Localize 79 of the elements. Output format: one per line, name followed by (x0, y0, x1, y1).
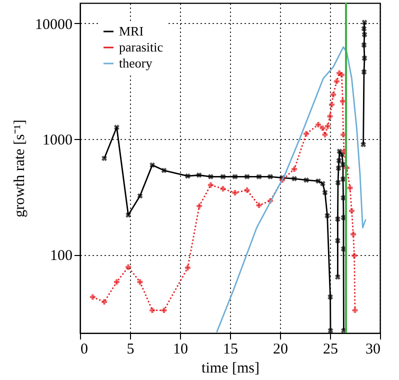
x-tick-label: 25 (323, 342, 338, 358)
legend-label: theory (119, 56, 153, 70)
point (292, 166, 298, 172)
point (208, 174, 214, 180)
legend-label: MRI (119, 24, 144, 38)
point (327, 114, 333, 120)
point (114, 279, 120, 285)
point (334, 216, 340, 222)
point (90, 294, 96, 300)
point (196, 172, 202, 178)
point (336, 165, 342, 171)
y-tick-label: 1000 (42, 132, 72, 148)
y-axis-title: growth rate [s⁻¹] (12, 120, 28, 218)
line-series (216, 46, 366, 333)
point (334, 78, 340, 84)
point (328, 328, 334, 333)
point (316, 178, 322, 184)
point (150, 162, 156, 168)
point (322, 132, 328, 138)
point (334, 274, 340, 280)
point (161, 168, 167, 174)
point (362, 32, 368, 38)
point (256, 202, 262, 208)
point (196, 203, 202, 209)
point (208, 182, 214, 188)
point (244, 187, 250, 193)
point (340, 98, 346, 104)
x-tick-label: 10 (173, 342, 188, 358)
x-tick-label: 0 (80, 342, 88, 358)
point (220, 174, 226, 180)
point (352, 308, 358, 314)
point (334, 238, 340, 244)
y-tick-label: 100 (50, 248, 72, 264)
point (320, 125, 326, 131)
point (304, 131, 310, 136)
point (362, 55, 368, 61)
point (324, 123, 330, 129)
x-tick-label: 5 (126, 342, 134, 358)
point (316, 122, 322, 128)
point (330, 92, 336, 98)
point (362, 20, 368, 26)
point (256, 174, 262, 180)
point (220, 186, 226, 192)
point (304, 177, 310, 183)
point (292, 176, 298, 182)
point (352, 252, 358, 258)
point (361, 42, 367, 48)
point (348, 208, 354, 214)
point (336, 158, 342, 164)
point (184, 265, 190, 270)
point (328, 294, 334, 300)
point (244, 174, 250, 180)
point (102, 299, 108, 305)
x-axis-title: time [ms] (202, 360, 260, 376)
point (335, 180, 341, 186)
point (232, 174, 238, 180)
point (102, 156, 108, 162)
point (126, 264, 132, 270)
point (114, 124, 120, 130)
point (361, 69, 367, 75)
legend-label: parasitic (119, 40, 164, 54)
point (137, 193, 143, 199)
point (350, 232, 356, 238)
point (328, 102, 334, 108)
point (184, 173, 190, 179)
x-tick-label: 20 (273, 342, 288, 358)
point (161, 308, 167, 314)
point (322, 190, 328, 196)
point (150, 308, 156, 314)
point (126, 212, 132, 218)
point (232, 190, 238, 196)
point (360, 142, 366, 148)
point (320, 180, 326, 186)
point (324, 213, 330, 218)
x-tick-label: 30 (366, 342, 380, 358)
point (361, 26, 367, 32)
x-tick-label: 15 (223, 342, 238, 358)
y-tick-label: 10000 (35, 16, 72, 33)
point (268, 174, 274, 180)
